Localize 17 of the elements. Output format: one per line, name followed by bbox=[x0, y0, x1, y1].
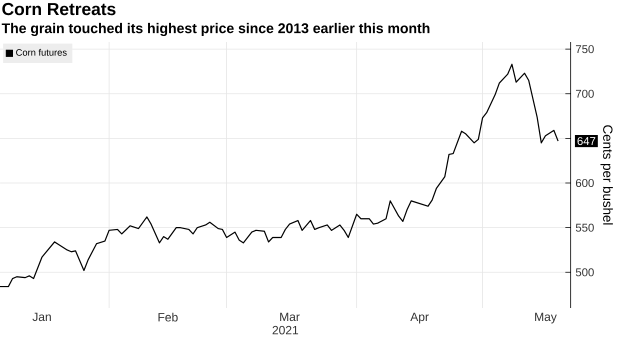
y-tick-label: 750 bbox=[576, 45, 594, 54]
x-tick-label: Jan bbox=[32, 312, 51, 322]
x-tick-label: May bbox=[535, 312, 557, 324]
x-tick-label: Feb bbox=[158, 312, 178, 322]
chart-subtitle: The grain touched its highest price since 2013 earlier this month bbox=[2, 22, 430, 36]
x-tick-label: Apr bbox=[410, 312, 429, 324]
y-tick-label: 700 bbox=[576, 90, 594, 98]
y-tick-label: 550 bbox=[576, 224, 594, 232]
y-tick-label: 600 bbox=[576, 179, 594, 188]
chart-title: Corn Retreats bbox=[2, 2, 116, 16]
text: 647 bbox=[578, 137, 596, 146]
x-axis-title: 2021 bbox=[272, 326, 298, 334]
y-tick-label: 500 bbox=[576, 268, 594, 276]
legend-label: Corn futures bbox=[16, 48, 67, 56]
x-tick-label: Mar bbox=[280, 312, 300, 322]
y-axis-title: Cents per bushel bbox=[600, 125, 613, 224]
line-series bbox=[0, 64, 559, 288]
